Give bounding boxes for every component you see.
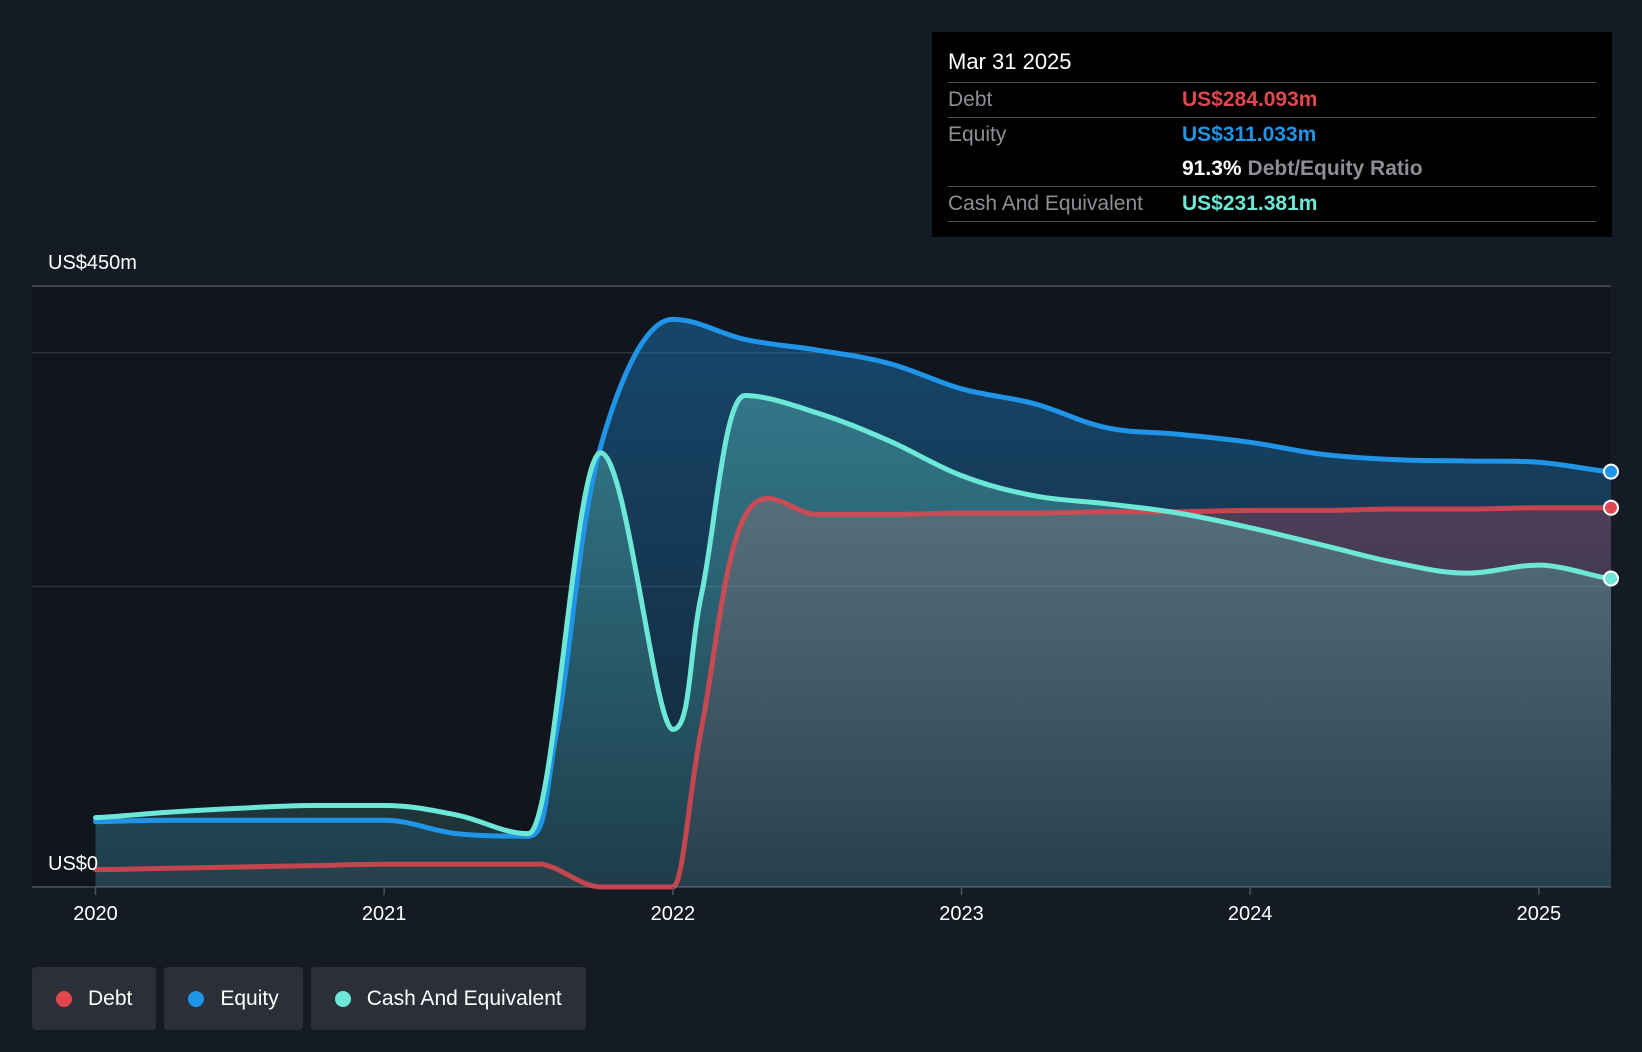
series-endpoints bbox=[1603, 463, 1619, 587]
legend: Debt Equity Cash And Equivalent bbox=[32, 967, 586, 1030]
x-tick-label: 2023 bbox=[939, 903, 984, 925]
x-tick-label: 2024 bbox=[1228, 903, 1273, 925]
y-tick-label-max: US$450m bbox=[48, 252, 137, 274]
tooltip-ratio-spacer bbox=[948, 152, 1182, 186]
debt-line bbox=[93, 495, 1611, 890]
x-tick-label: 2022 bbox=[651, 903, 696, 925]
cash-endpoint bbox=[1603, 570, 1619, 587]
tooltip-date: Mar 31 2025 bbox=[948, 32, 1596, 83]
legend-item-equity[interactable]: Equity bbox=[164, 967, 303, 1030]
equity-dot-icon bbox=[188, 990, 205, 1007]
y-axis: US$450m US$0 bbox=[48, 252, 137, 875]
tooltip-debt-value: US$284.093m bbox=[1182, 88, 1318, 111]
tooltip-cash-value: US$231.381m bbox=[1182, 192, 1318, 215]
x-axis: 2020 2021 2022 2023 2024 2025 bbox=[73, 887, 1561, 925]
tooltip-ratio-label: Debt/Equity Ratio bbox=[1247, 157, 1423, 180]
debt-endpoint bbox=[1603, 499, 1619, 516]
tooltip-panel: Mar 31 2025 Debt US$284.093m Equity US$3… bbox=[932, 32, 1612, 237]
x-tick-label: 2020 bbox=[73, 903, 118, 925]
equity-line bbox=[93, 316, 1611, 839]
tooltip-ratio-row: 91.3% Debt/Equity Ratio bbox=[948, 152, 1596, 187]
tooltip-equity-label: Equity bbox=[948, 123, 1007, 146]
debt-dot-icon bbox=[56, 990, 72, 1007]
cash-area bbox=[95, 395, 1611, 887]
tooltip-equity-value: US$311.033m bbox=[1182, 123, 1317, 146]
tooltip-debt-label: Debt bbox=[948, 88, 993, 111]
tooltip-cash-label: Cash And Equivalent bbox=[948, 192, 1143, 215]
legend-equity-label: Equity bbox=[220, 986, 279, 1010]
legend-item-debt[interactable]: Debt bbox=[32, 967, 157, 1030]
cash-line bbox=[93, 393, 1611, 837]
legend-cash-label: Cash And Equivalent bbox=[366, 986, 562, 1010]
legend-item-cash[interactable]: Cash And Equivalent bbox=[310, 967, 586, 1030]
equity-endpoint bbox=[1603, 463, 1619, 480]
x-tick-label: 2025 bbox=[1517, 903, 1562, 925]
cash-dot-icon bbox=[334, 990, 351, 1007]
tooltip-equity-row: Equity US$311.033m bbox=[948, 118, 1596, 152]
series-areas bbox=[95, 319, 1611, 887]
tooltip-cash-row: Cash And Equivalent US$231.381m bbox=[948, 187, 1596, 222]
y-tick-label-zero: US$0 bbox=[48, 853, 98, 875]
series-lines bbox=[93, 316, 1611, 890]
x-tick-label: 2021 bbox=[362, 903, 407, 925]
legend-debt-label: Debt bbox=[88, 986, 133, 1010]
tooltip-ratio-value: 91.3% bbox=[1182, 157, 1242, 180]
tooltip-debt-row: Debt US$284.093m bbox=[948, 83, 1596, 118]
